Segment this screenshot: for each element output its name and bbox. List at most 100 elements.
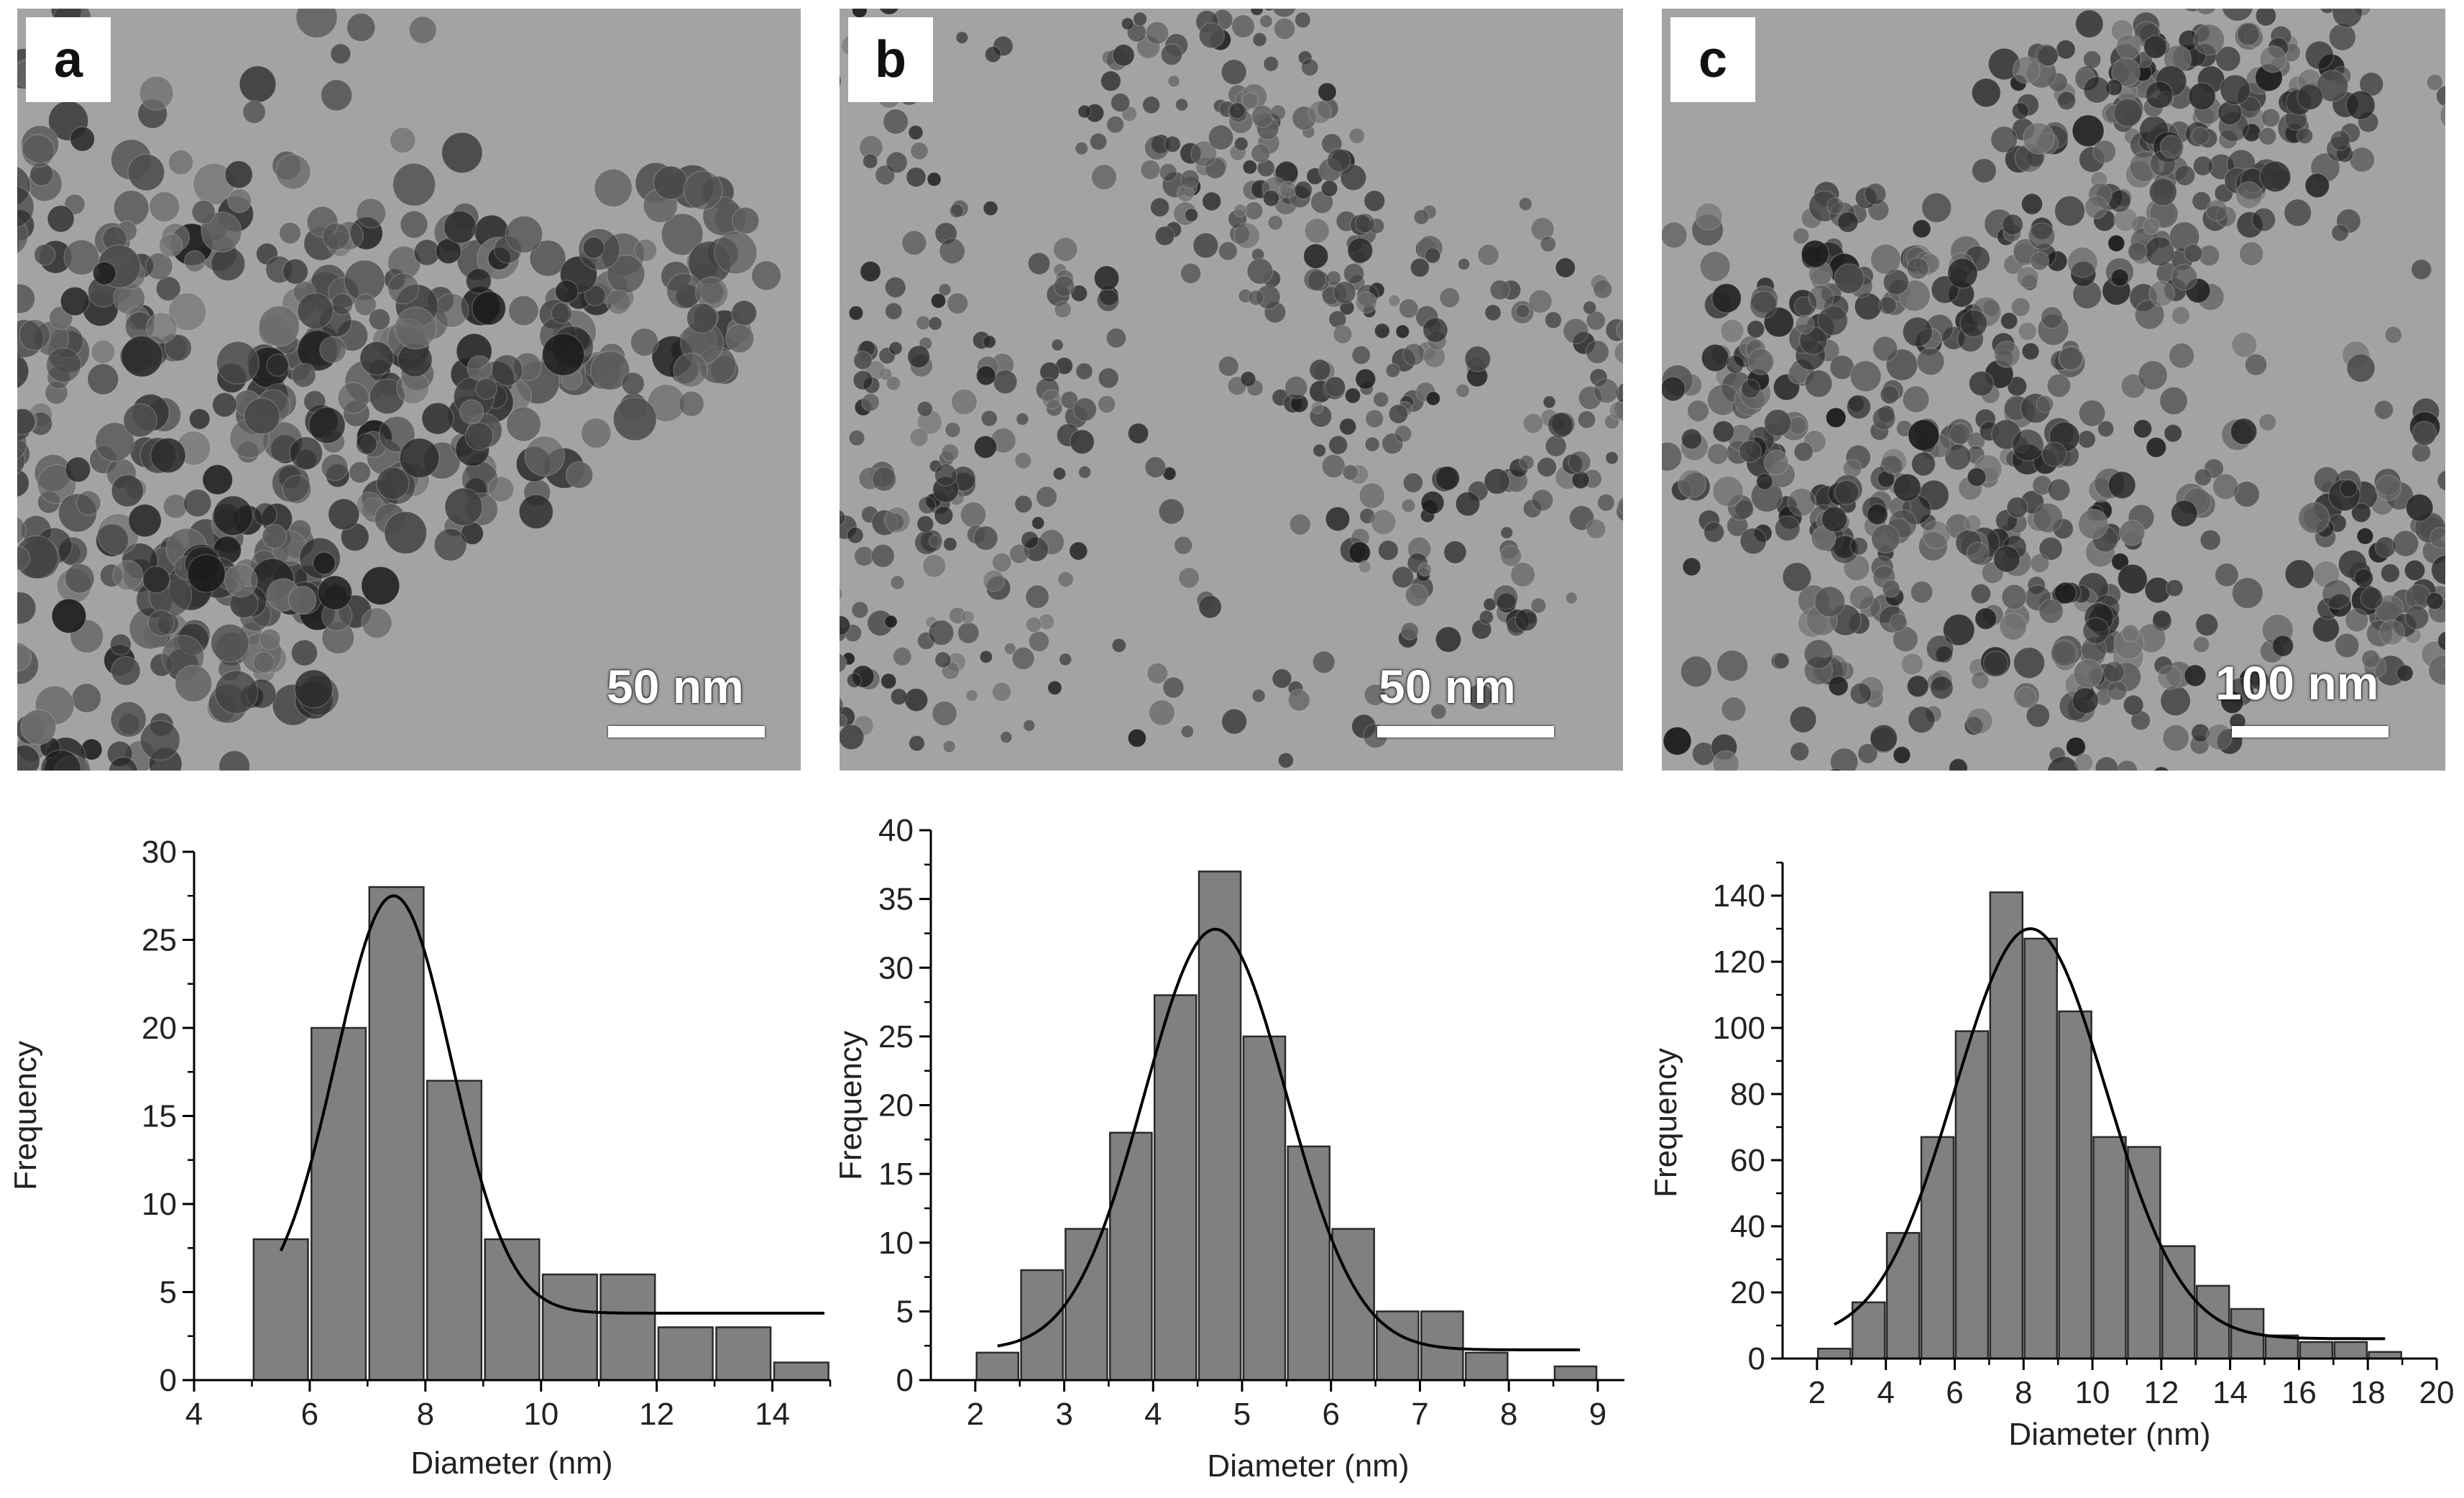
histogram-b-bar-4 bbox=[1153, 994, 1197, 1382]
histogram-c-xtick-label-5: 12 bbox=[2143, 1375, 2179, 1410]
histogram-c-gaussian-fit bbox=[1833, 927, 2386, 1341]
histogram-b-ytick-label-0: 0 bbox=[896, 1363, 914, 1398]
histogram-b-bar-2 bbox=[1065, 1228, 1108, 1382]
histogram-b-bar-9 bbox=[1376, 1310, 1420, 1382]
histogram-a-xtick-label-0: 4 bbox=[185, 1397, 203, 1432]
histogram-b-xtick-label-2: 4 bbox=[1144, 1397, 1162, 1432]
histogram-c-ylabel: Frequency bbox=[1648, 1048, 1683, 1198]
histogram-c-bar-4 bbox=[1954, 1030, 1990, 1360]
tem-micrograph-c bbox=[1662, 9, 2445, 771]
histogram-b-bar-5 bbox=[1197, 870, 1242, 1382]
tem-image-c: c 100 nm bbox=[1662, 9, 2445, 771]
histogram-a-ylabel: Frequency bbox=[8, 1041, 43, 1190]
histogram-a-xtick-label-2: 8 bbox=[417, 1397, 434, 1432]
histogram-c-ytick-label-5: 100 bbox=[1713, 1011, 1765, 1046]
histogram-b-xtick-label-0: 2 bbox=[967, 1397, 984, 1432]
scale-bar-label-c: 100 nm bbox=[2215, 656, 2379, 709]
tem-image-b: b 50 nm bbox=[840, 9, 1623, 771]
histogram-c-ytick-label-2: 40 bbox=[1730, 1209, 1765, 1244]
scale-bar-label-b: 50 nm bbox=[1379, 660, 1516, 713]
histogram-b-bar-12 bbox=[1553, 1365, 1598, 1382]
histogram-a-ytick-label-3: 15 bbox=[142, 1099, 177, 1134]
histogram-c-bar-7 bbox=[2058, 1010, 2092, 1360]
histogram-c-bar-3 bbox=[1920, 1136, 1955, 1360]
tem-micrograph-a bbox=[17, 9, 801, 771]
histogram-c-bar-5 bbox=[1989, 891, 2024, 1360]
histogram-b-ytick-label-6: 30 bbox=[878, 950, 914, 985]
histogram-a-xtick-label-5: 14 bbox=[755, 1397, 790, 1432]
histogram-b-bar-1 bbox=[1020, 1269, 1064, 1382]
histogram-a-bar-6 bbox=[599, 1273, 656, 1382]
histogram-c-ytick-label-1: 20 bbox=[1730, 1275, 1765, 1310]
histogram-b-ytick-label-3: 15 bbox=[878, 1157, 914, 1192]
histogram-b-bar-11 bbox=[1464, 1351, 1509, 1382]
histogram-b-xtick-label-3: 5 bbox=[1233, 1397, 1251, 1432]
histogram-b-xtick-label-6: 8 bbox=[1500, 1397, 1517, 1432]
histogram-b-xlabel: Diameter (nm) bbox=[1207, 1448, 1409, 1484]
tem-image-a: a 50 nm bbox=[17, 9, 801, 771]
histogram-c-ytick-label-3: 60 bbox=[1730, 1143, 1765, 1178]
histogram-c-xtick-label-0: 2 bbox=[1808, 1375, 1826, 1410]
scale-bar-b bbox=[1377, 726, 1554, 737]
histogram-a-bar-8 bbox=[715, 1326, 772, 1382]
histogram-c-xtick-label-6: 14 bbox=[2212, 1375, 2248, 1410]
histogram-b-ytick-label-8: 40 bbox=[878, 813, 914, 848]
histogram-c-bar-8 bbox=[2092, 1136, 2127, 1360]
histogram-a-bar-2 bbox=[368, 886, 425, 1382]
histogram-c-xtick-label-4: 10 bbox=[2075, 1375, 2110, 1410]
histogram-a-xtick-label-4: 12 bbox=[639, 1397, 674, 1432]
histogram-b-ytick-label-2: 10 bbox=[878, 1226, 914, 1261]
histogram-b-ylabel: Frequency bbox=[834, 1031, 868, 1180]
histogram-c-ytick-label-7: 140 bbox=[1713, 878, 1765, 914]
histogram-a-ytick-label-1: 5 bbox=[160, 1275, 177, 1310]
histogram-c-xtick-label-8: 18 bbox=[2350, 1375, 2386, 1410]
histogram-b-ytick-label-1: 5 bbox=[896, 1294, 914, 1329]
histogram-a-ytick-label-4: 20 bbox=[142, 1011, 177, 1046]
histogram-b-xtick-label-1: 3 bbox=[1055, 1397, 1072, 1432]
histogram-b-xtick-label-5: 7 bbox=[1411, 1397, 1428, 1432]
panel-label-c: c bbox=[1670, 17, 1755, 102]
histogram-c-xtick-label-2: 6 bbox=[1946, 1375, 1963, 1410]
histogram-c-bar-10 bbox=[2161, 1245, 2196, 1360]
histogram-b-xtick-label-4: 6 bbox=[1322, 1397, 1339, 1432]
panel-label-a: a bbox=[26, 17, 111, 102]
scale-bar-a bbox=[608, 726, 765, 737]
histogram-b-bar-6 bbox=[1242, 1035, 1287, 1382]
histogram-a-bar-5 bbox=[541, 1273, 598, 1382]
scale-bar-c bbox=[2232, 726, 2389, 737]
histogram-a-xlabel: Diameter (nm) bbox=[410, 1446, 612, 1481]
histogram-a: Frequency Diameter (nm) 4 6 8 10 12 14 0 5 10 15 2… bbox=[8, 835, 832, 1481]
scale-bar-label-a: 50 nm bbox=[607, 660, 744, 713]
histogram-a-xtick-label-3: 10 bbox=[523, 1397, 558, 1432]
histogram-b-ytick-label-7: 35 bbox=[878, 882, 914, 917]
histogram-b-ytick-label-5: 25 bbox=[878, 1019, 914, 1054]
tem-micrograph-b bbox=[840, 9, 1623, 771]
histogram-a-xtick-label-1: 6 bbox=[301, 1397, 318, 1432]
histogram-c-bar-0 bbox=[1817, 1347, 1852, 1360]
histogram-c-bar-13 bbox=[2264, 1334, 2299, 1360]
histogram-c-ytick-label-6: 120 bbox=[1713, 945, 1765, 980]
histogram-a-ytick-label-6: 30 bbox=[142, 835, 177, 870]
panel-label-b: b bbox=[848, 17, 933, 102]
histogram-a-gaussian-fit bbox=[279, 894, 824, 1315]
histogram-a-bar-3 bbox=[426, 1080, 483, 1382]
histogram-c: Frequency Diameter (nm) 2 4 6 8 10 12 14 16 18 20… bbox=[1648, 861, 2455, 1452]
histogram-b-ytick-label-4: 20 bbox=[878, 1088, 914, 1124]
histogram-c-xtick-label-9: 20 bbox=[2419, 1375, 2455, 1410]
histogram-b-gaussian-fit bbox=[997, 927, 1581, 1351]
histogram-c-bar-6 bbox=[2023, 937, 2058, 1360]
histogram-a-bar-9 bbox=[773, 1361, 829, 1382]
histogram-c-bar-9 bbox=[2127, 1146, 2161, 1360]
histogram-c-bar-1 bbox=[1851, 1301, 1886, 1360]
histogram-b-bar-7 bbox=[1287, 1145, 1331, 1382]
histogram-c-xtick-label-3: 8 bbox=[2015, 1375, 2032, 1410]
histogram-c-bar-14 bbox=[2299, 1341, 2334, 1360]
histogram-b-bar-0 bbox=[975, 1351, 1020, 1382]
histogram-c-bar-15 bbox=[2333, 1341, 2368, 1360]
histogram-b-bar-8 bbox=[1331, 1228, 1375, 1382]
histogram-a-ytick-label-2: 10 bbox=[142, 1187, 177, 1222]
histogram-a-bar-7 bbox=[657, 1326, 714, 1382]
histogram-c-ytick-label-4: 80 bbox=[1730, 1077, 1765, 1112]
histogram-a-ytick-label-5: 25 bbox=[142, 923, 177, 958]
histogram-b-xtick-label-7: 9 bbox=[1589, 1397, 1606, 1432]
